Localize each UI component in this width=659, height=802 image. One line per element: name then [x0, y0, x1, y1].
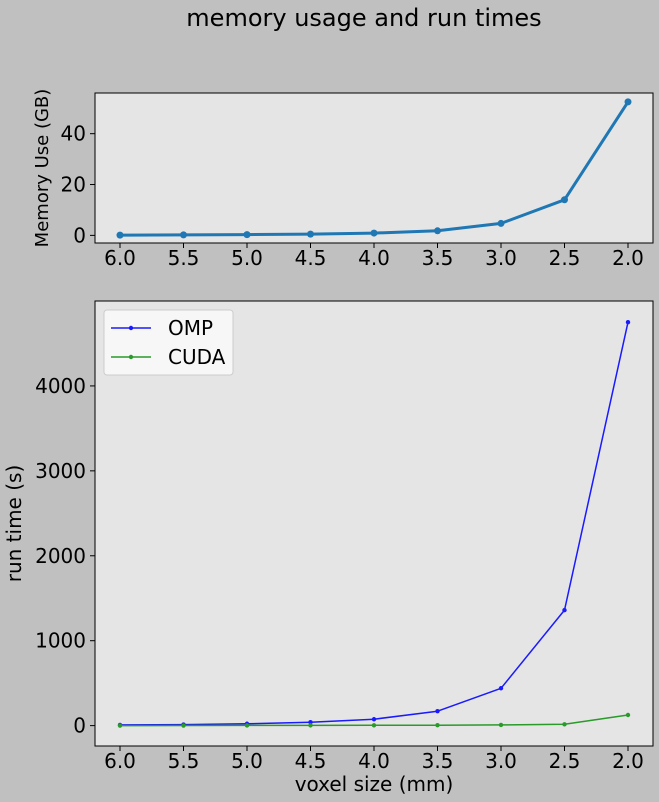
- data-point: [625, 712, 631, 718]
- figure-title: memory usage and run times: [186, 4, 541, 32]
- data-point: [561, 196, 568, 204]
- y-tick-label: 2000: [35, 544, 86, 568]
- memory-chart: 6.0 5.5 5.0 4.5 4.0 3.5 3.0 2.5 2.0 0 20 40 Memory U…: [32, 89, 654, 270]
- x-tick-label: 3.0: [485, 246, 517, 270]
- x-tick-label: 6.0: [104, 246, 136, 270]
- data-point: [308, 723, 313, 728]
- legend-marker: [128, 354, 134, 360]
- legend-box: [103, 309, 234, 376]
- x-tick-label: 5.0: [231, 749, 263, 773]
- x-tick-label: 2.0: [612, 246, 644, 270]
- data-point: [181, 723, 186, 728]
- y-axis-label: Memory Use (GB): [32, 89, 53, 248]
- x-tick-label: 5.0: [231, 246, 263, 270]
- data-point: [244, 723, 250, 728]
- y-axis-label: run time (s): [2, 465, 26, 583]
- x-tick-label: 2.5: [549, 749, 581, 773]
- data-point: [307, 230, 314, 238]
- legend: OMP CUDA: [103, 309, 234, 376]
- y-tick-label: 20: [61, 173, 86, 197]
- data-point: [180, 231, 187, 239]
- data-point: [116, 231, 124, 239]
- y-tick-label: 3000: [35, 459, 86, 483]
- x-tick-label: 4.5: [295, 246, 327, 270]
- x-tick-label: 5.5: [168, 749, 200, 773]
- legend-label-omp: OMP: [168, 316, 213, 340]
- x-tick-label: 5.5: [168, 246, 200, 270]
- data-point: [562, 722, 567, 727]
- x-tick-label: 4.5: [295, 749, 327, 773]
- y-tick-label: 40: [61, 122, 86, 146]
- data-point: [435, 708, 440, 714]
- x-tick-label: 2.5: [549, 246, 581, 270]
- y-tick-label: 0: [73, 223, 86, 247]
- data-point: [308, 720, 313, 725]
- data-point: [624, 98, 632, 106]
- legend-marker: [128, 325, 134, 331]
- x-tick-label: 3.5: [422, 246, 454, 270]
- x-tick-label: 4.0: [358, 246, 390, 270]
- data-point: [371, 717, 377, 722]
- x-tick-label: 3.0: [485, 749, 517, 773]
- data-point: [370, 229, 378, 237]
- legend-label-cuda: CUDA: [168, 345, 226, 369]
- data-point: [434, 227, 441, 235]
- data-point: [243, 231, 251, 239]
- data-point: [498, 722, 504, 728]
- data-point: [117, 723, 123, 728]
- y-tick-label: 1000: [35, 629, 86, 653]
- data-point: [497, 219, 505, 227]
- y-tick-label: 4000: [35, 374, 86, 398]
- x-tick-label: 4.0: [358, 749, 390, 773]
- x-tick-label: 6.0: [104, 749, 136, 773]
- data-point: [562, 607, 567, 613]
- data-point: [498, 686, 504, 691]
- data-point: [371, 723, 377, 728]
- x-axis-label: voxel size (mm): [295, 772, 454, 796]
- x-tick-label: 2.0: [612, 749, 644, 773]
- x-tick-label: 3.5: [422, 749, 454, 773]
- data-point: [625, 320, 631, 325]
- runtime-chart: 6.0 5.5 5.0 4.5 4.0 3.5 3.0 2.5 2.0 0 1000 2000 3000…: [2, 300, 654, 796]
- y-tick-label: 0: [73, 714, 86, 738]
- plot-area: [94, 92, 654, 244]
- data-point: [435, 722, 440, 728]
